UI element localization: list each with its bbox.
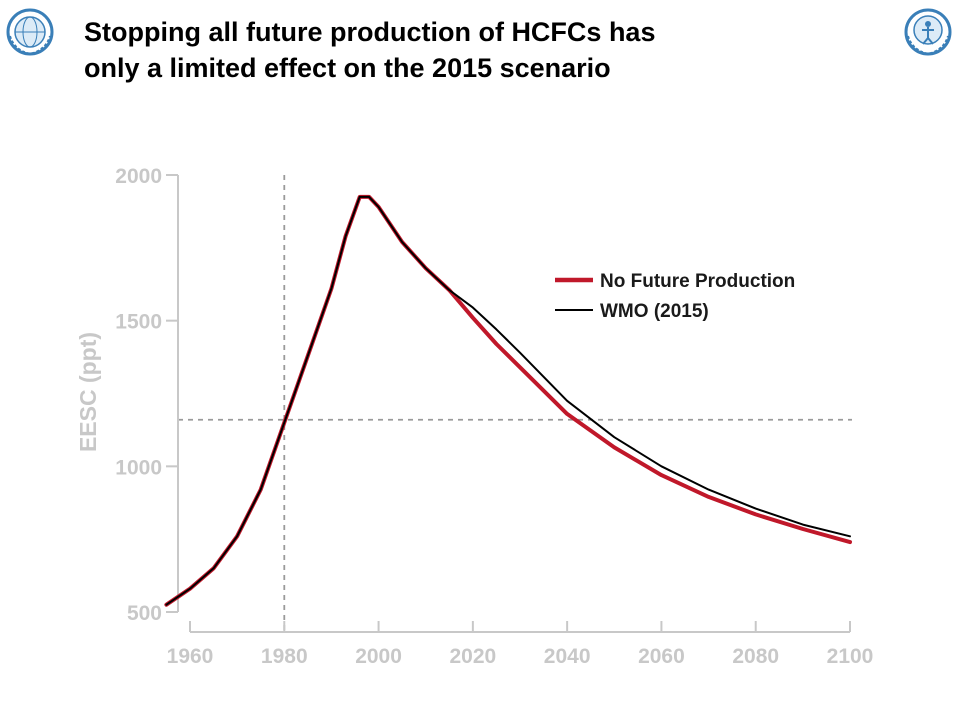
unep-logo-icon: [904, 8, 952, 56]
x-tick-label: 2000: [355, 645, 402, 668]
y-tick-label: 1000: [115, 456, 162, 479]
chart-ticks: 500 1000 1500 2000 1960 1980 2000 2020 2040 2060 2…: [115, 165, 873, 668]
chart-legend: No Future Production WMO (2015): [555, 271, 795, 322]
x-tick-label: 2020: [449, 645, 496, 668]
x-tick-label: 1980: [261, 645, 308, 668]
x-tick-label: 1960: [167, 645, 214, 668]
title-line-1: Stopping all future production of HCFCs …: [84, 17, 656, 47]
x-tick-label: 2080: [732, 645, 779, 668]
wmo-logo-icon: [6, 8, 54, 56]
legend-label: WMO (2015): [600, 301, 709, 322]
y-axis-label: EESC (ppt): [75, 332, 101, 452]
legend-label: No Future Production: [600, 271, 795, 292]
y-tick-label: 500: [127, 602, 162, 625]
series-line-no-future-production: [164, 194, 852, 607]
title-line-2: only a limited effect on the 2015 scenar…: [84, 53, 611, 83]
chart-axes: [177, 175, 850, 633]
x-tick-label: 2060: [638, 645, 685, 668]
series-line-wmo-2015: [165, 195, 851, 606]
y-tick-label: 1500: [115, 311, 162, 334]
y-tick-label: 2000: [115, 165, 162, 188]
reference-lines: [178, 175, 852, 632]
chart-series: [164, 194, 852, 607]
page-title: Stopping all future production of HCFCs …: [84, 14, 884, 86]
x-tick-label: 2100: [827, 645, 874, 668]
x-tick-label: 2040: [544, 645, 591, 668]
